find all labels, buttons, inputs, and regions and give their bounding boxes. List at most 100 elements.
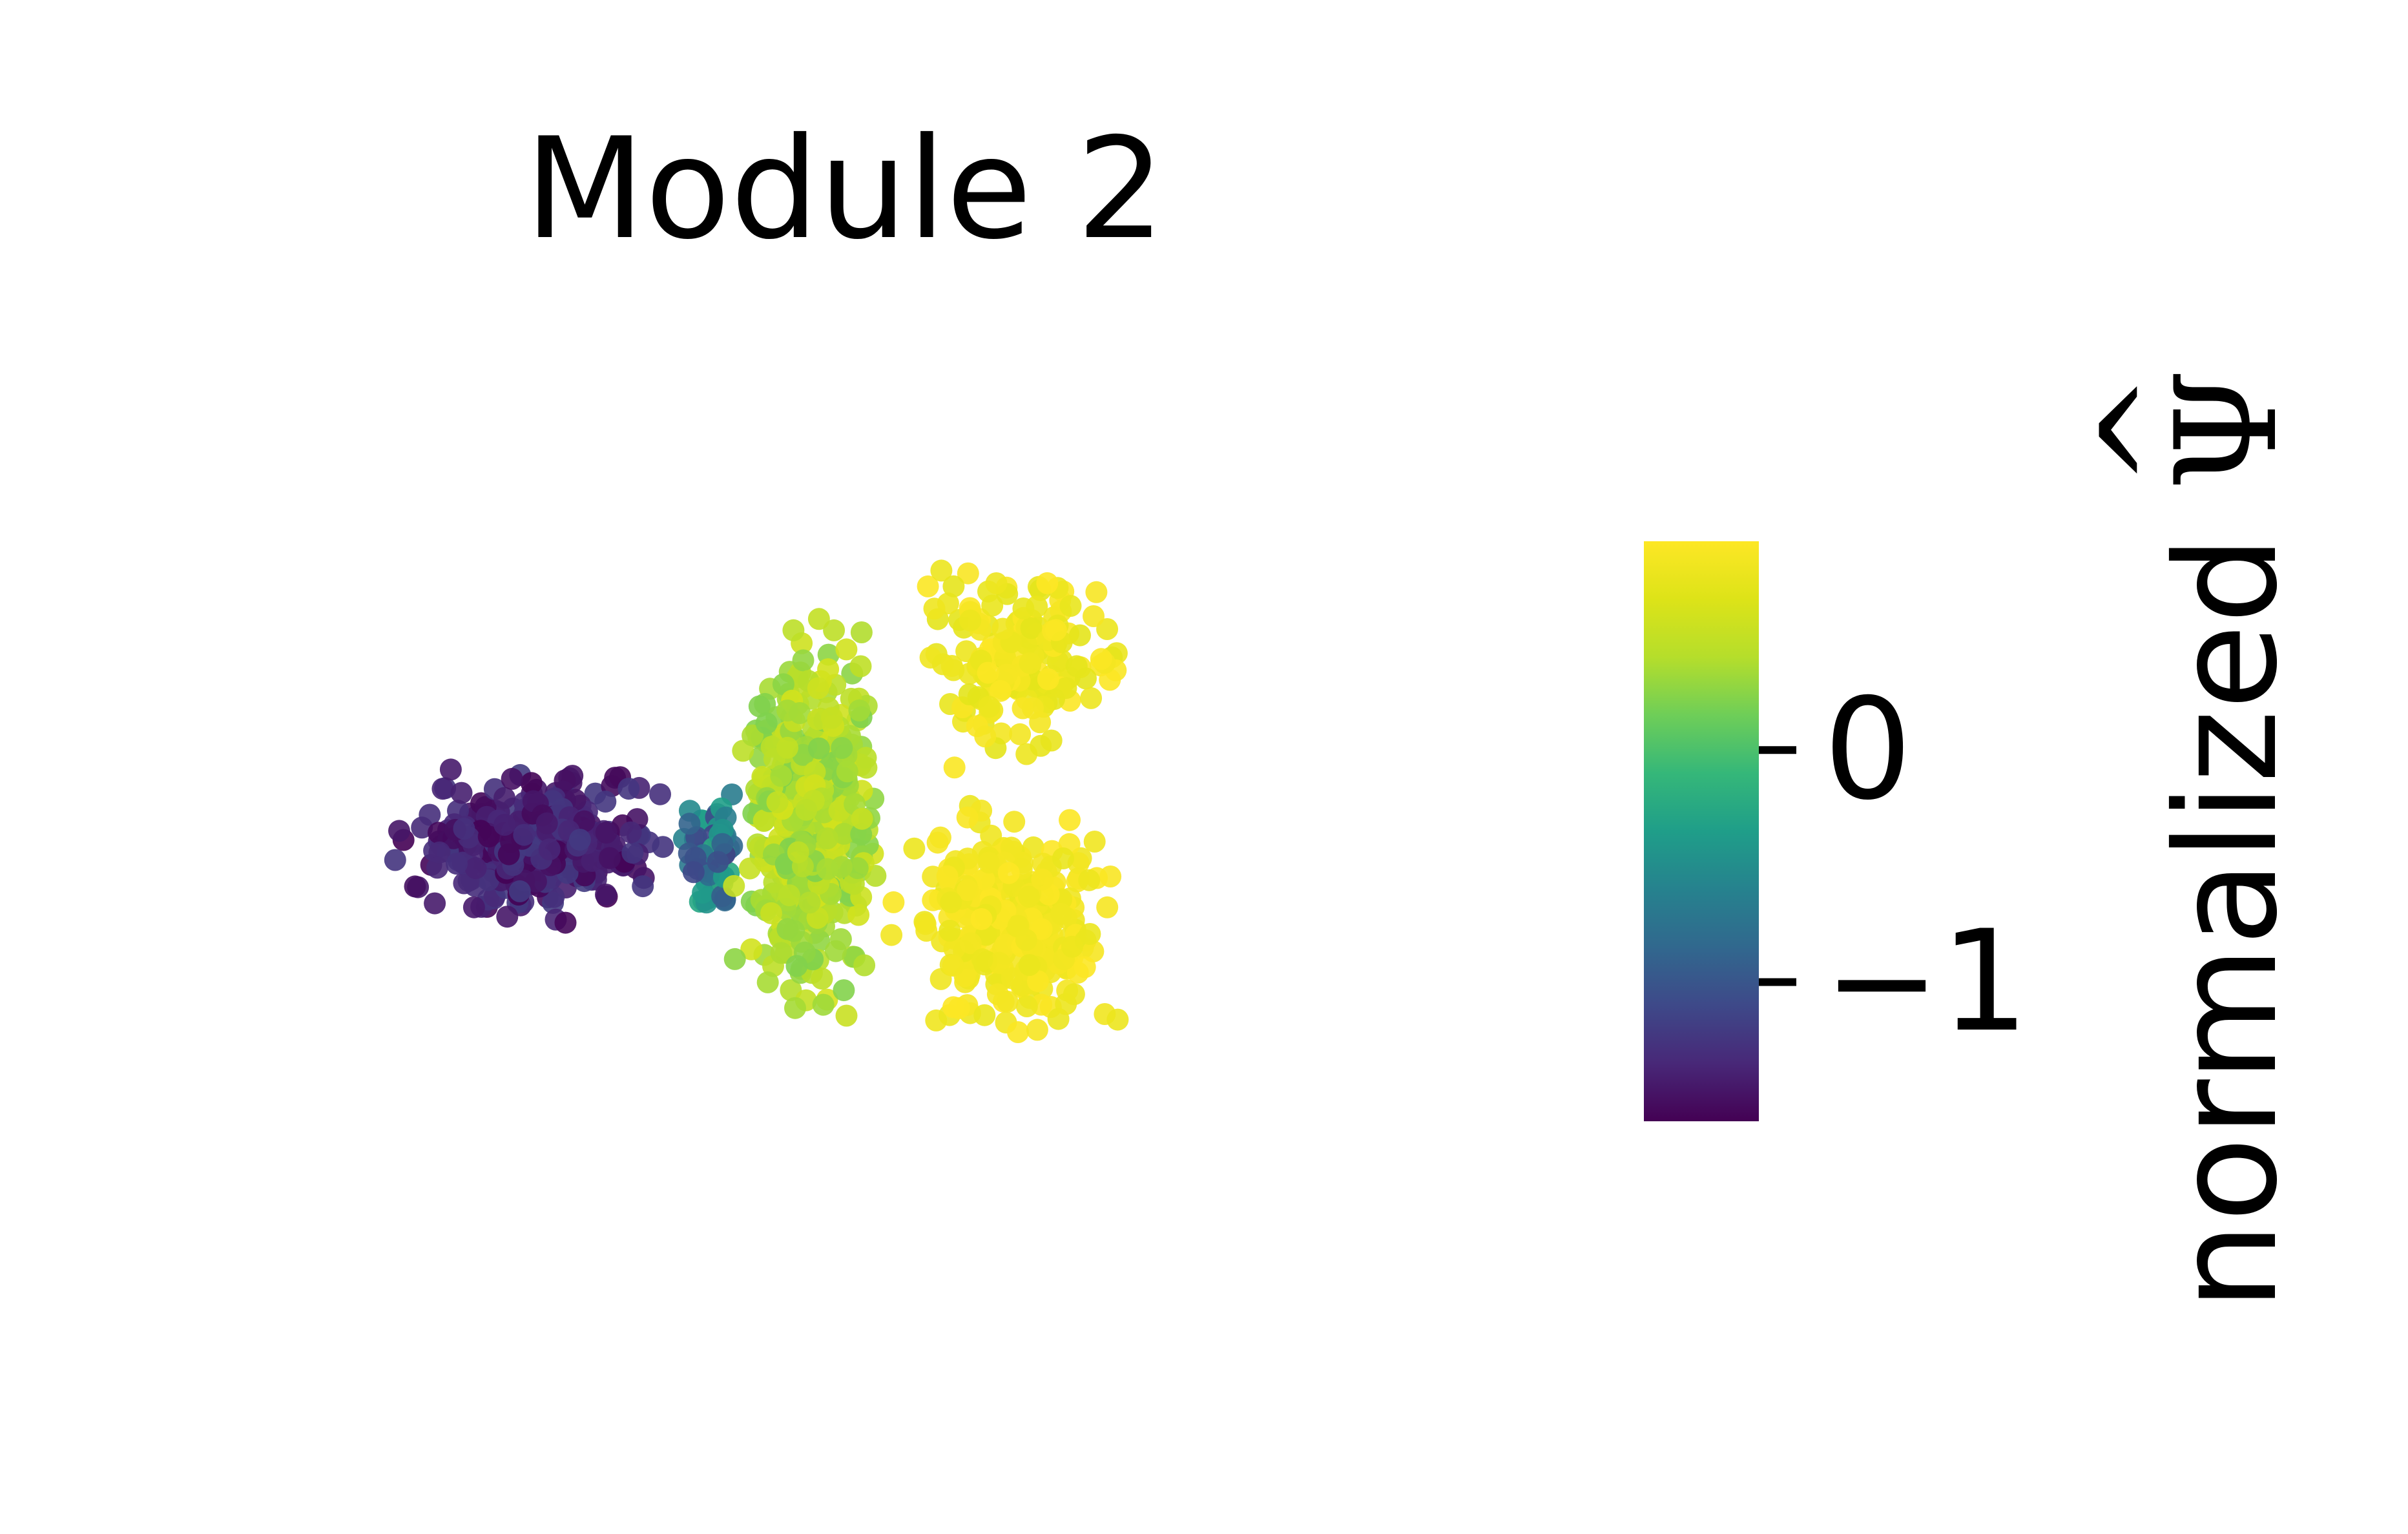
- scatter-point: [807, 677, 829, 700]
- scatter-point: [618, 778, 640, 800]
- scatter-point: [816, 858, 838, 880]
- scatter-point: [833, 822, 855, 845]
- scatter-point: [978, 696, 1001, 718]
- scatter-point: [1020, 617, 1043, 639]
- scatter-point: [824, 940, 847, 962]
- scatter-point: [1015, 929, 1037, 951]
- scatter-point: [1018, 886, 1040, 908]
- scatter-point: [836, 760, 858, 783]
- scatter-point: [404, 875, 426, 898]
- scatter-point: [989, 679, 1012, 702]
- scatter-point: [847, 904, 870, 926]
- scatter-point: [948, 997, 970, 1019]
- scatter-point: [1012, 597, 1035, 619]
- scatter-point: [1106, 1008, 1129, 1031]
- scatter-point: [426, 856, 448, 879]
- scatter-point: [1065, 655, 1088, 678]
- scatter-point: [936, 865, 959, 887]
- scatter-point: [940, 891, 962, 913]
- scatter-point: [853, 954, 876, 977]
- scatter-point: [959, 609, 982, 632]
- scatter-point: [723, 948, 746, 970]
- scatter-point: [795, 798, 818, 821]
- scatter-point: [388, 820, 410, 842]
- scatter-point: [978, 851, 1000, 874]
- scatter-point: [835, 1004, 858, 1027]
- scatter-point: [1018, 954, 1041, 977]
- scatter-point: [930, 559, 953, 582]
- scatter-point: [464, 857, 487, 880]
- scatter-point: [812, 993, 835, 1016]
- scatter-point: [785, 955, 808, 977]
- scatter-point: [915, 920, 938, 942]
- scatter-point: [1096, 618, 1119, 640]
- scatter-point: [991, 617, 1014, 640]
- scatter-point: [1044, 619, 1067, 641]
- scatter-point: [1096, 896, 1119, 918]
- scatter-point: [956, 806, 979, 829]
- colorbar-label: normalized Ψ ^: [2071, 369, 2308, 1311]
- scatter-point: [850, 621, 873, 643]
- scatter-point: [778, 884, 800, 907]
- scatter-point: [581, 849, 603, 872]
- scatter-point: [1078, 869, 1101, 891]
- scatter-point: [807, 608, 830, 630]
- scatter-point: [760, 902, 782, 924]
- scatter-point: [748, 695, 771, 718]
- scatter-point: [1036, 572, 1059, 594]
- scatter-point: [782, 619, 805, 641]
- scatter-point: [926, 831, 949, 854]
- scatter-point: [939, 919, 961, 942]
- scatter-point: [682, 861, 705, 884]
- scatter-point: [649, 783, 671, 805]
- scatter-point: [835, 638, 858, 661]
- scatter-point: [831, 737, 853, 759]
- scatter-point: [973, 868, 995, 891]
- scatter-point: [598, 847, 621, 869]
- scatter-point: [535, 812, 558, 834]
- scatter-point: [770, 765, 793, 787]
- scatter-point: [988, 951, 1010, 974]
- scatter-point: [450, 782, 473, 804]
- scatter-point: [1090, 648, 1112, 670]
- scatter-point: [411, 816, 433, 839]
- scatter-point: [431, 778, 454, 800]
- scatter-point: [940, 655, 963, 677]
- scatter-point: [493, 787, 515, 809]
- scatter-point: [1015, 995, 1038, 1017]
- scatter-point: [787, 841, 809, 864]
- scatter-point: [833, 979, 855, 1002]
- scatter-point: [1019, 652, 1041, 674]
- scatter-point: [496, 906, 519, 928]
- scatter-point: [776, 736, 798, 759]
- scatter-point: [970, 908, 993, 930]
- scatter-point: [770, 942, 793, 964]
- scatter-point: [849, 655, 872, 678]
- scatter-point: [807, 737, 830, 760]
- scatter-point: [1063, 983, 1085, 1006]
- scatter-points: [384, 559, 1129, 1043]
- scatter-point: [752, 810, 775, 832]
- scatter-point: [846, 857, 869, 880]
- scatter-point: [917, 575, 939, 597]
- colorbar-ticks: [1759, 746, 1796, 986]
- scatter-point: [882, 891, 905, 913]
- colorbar: [1644, 541, 1759, 1121]
- scatter-point: [820, 707, 843, 729]
- scatter-point: [994, 933, 1017, 956]
- scatter-point: [766, 791, 789, 813]
- scatter-point: [1061, 935, 1083, 958]
- scatter-point: [1080, 687, 1103, 709]
- scatter-point: [1026, 970, 1049, 993]
- scatter-point: [851, 807, 873, 830]
- scatter-point: [428, 822, 450, 844]
- chart-title: Module 2: [524, 108, 1165, 270]
- scatter-point: [446, 853, 468, 875]
- scatter-point: [1079, 923, 1101, 945]
- scatter-point: [1059, 809, 1081, 831]
- scatter-point: [772, 673, 794, 696]
- scatter-point: [997, 862, 1020, 884]
- scatter-point: [798, 891, 821, 914]
- scatter-point: [619, 821, 642, 844]
